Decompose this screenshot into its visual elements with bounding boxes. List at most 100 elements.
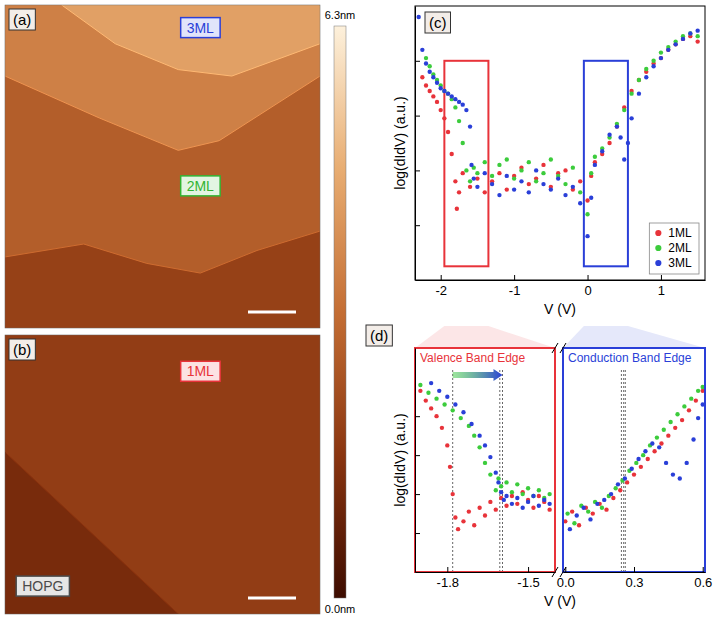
point xyxy=(472,523,476,527)
point xyxy=(684,461,688,465)
segment-title: Valence Band Edge xyxy=(420,351,526,365)
point xyxy=(622,157,626,161)
point xyxy=(688,31,692,35)
point xyxy=(626,141,630,145)
point xyxy=(565,511,569,515)
point xyxy=(420,75,424,79)
point xyxy=(691,437,695,441)
terrace xyxy=(62,5,320,76)
segment: -1.8-1.5 Valence Band Edge xyxy=(415,348,556,590)
x-tick-label: -1.5 xyxy=(517,575,539,590)
point xyxy=(477,506,481,510)
point xyxy=(588,517,592,521)
point xyxy=(659,56,663,60)
point xyxy=(589,196,593,200)
layer-label: 2ML xyxy=(187,178,214,194)
point xyxy=(600,149,604,153)
legend-box xyxy=(649,223,699,274)
point xyxy=(637,78,641,82)
point xyxy=(515,496,519,500)
x-tick-mark xyxy=(661,275,662,280)
series xyxy=(418,389,552,532)
point xyxy=(687,408,691,412)
x-axis-line xyxy=(564,572,706,573)
point xyxy=(426,391,430,395)
panel-letter-group: (c) xyxy=(425,12,451,33)
point xyxy=(429,406,433,410)
point xyxy=(499,484,503,488)
break-mark xyxy=(560,343,566,353)
x-axis-line xyxy=(416,280,706,281)
point xyxy=(457,100,461,104)
terrace xyxy=(5,5,320,328)
point xyxy=(472,176,476,180)
point xyxy=(664,461,668,465)
point xyxy=(502,498,506,502)
panel-letter-box xyxy=(366,325,392,346)
legend-marker xyxy=(655,230,661,236)
point xyxy=(578,201,582,205)
y-tick xyxy=(415,533,420,534)
point xyxy=(622,108,626,112)
point xyxy=(456,527,460,531)
x-tick-label: 0.6 xyxy=(694,575,712,590)
point xyxy=(496,476,500,480)
point xyxy=(457,190,461,194)
panel-letter-group: (d) xyxy=(366,325,392,346)
point xyxy=(634,461,638,465)
point xyxy=(488,500,492,504)
layer-label-group: 2ML xyxy=(181,176,220,196)
point xyxy=(688,31,692,35)
point xyxy=(625,480,629,484)
y-tick-mark xyxy=(415,455,420,456)
colorbar-label: 0.0nm xyxy=(325,603,356,615)
terraces xyxy=(5,335,320,614)
point xyxy=(646,457,650,461)
point xyxy=(537,504,541,508)
legend-label: 2ML xyxy=(668,241,692,255)
point xyxy=(563,168,567,172)
point xyxy=(435,100,439,104)
point xyxy=(519,168,523,172)
point xyxy=(643,449,647,453)
point xyxy=(595,502,599,506)
point xyxy=(629,91,633,95)
x-tick-label: 0 xyxy=(584,283,591,298)
point xyxy=(453,179,457,183)
series xyxy=(420,34,700,211)
point xyxy=(537,488,541,492)
series xyxy=(418,383,552,500)
layer-label: HOPG xyxy=(22,578,63,594)
point xyxy=(504,504,508,508)
point xyxy=(429,381,433,385)
point xyxy=(636,457,640,461)
x-tick: 1 xyxy=(658,275,665,298)
point xyxy=(585,212,589,216)
point xyxy=(593,155,597,159)
point xyxy=(439,86,443,90)
panel-letter-box xyxy=(9,9,35,30)
point xyxy=(512,187,516,191)
point xyxy=(488,455,492,459)
point xyxy=(615,124,619,128)
y-axis xyxy=(415,349,420,573)
band-edge-line xyxy=(621,368,622,572)
x-axis: -1.8-1.5 xyxy=(416,567,556,590)
y-tick-mark xyxy=(415,170,420,171)
point xyxy=(446,91,450,95)
plot-frame xyxy=(415,6,705,280)
point xyxy=(607,141,611,145)
point xyxy=(468,185,472,189)
point xyxy=(695,39,699,43)
point xyxy=(629,116,633,120)
point xyxy=(600,506,604,510)
point xyxy=(568,527,572,531)
point xyxy=(527,182,531,186)
break-mark xyxy=(552,567,558,577)
panel-d: -1.8-1.5Valence Band Edge0.00.30.6Conduc… xyxy=(366,325,712,609)
point xyxy=(453,105,457,109)
point xyxy=(651,64,655,68)
point xyxy=(585,234,589,238)
point xyxy=(427,70,431,74)
point xyxy=(615,124,619,128)
